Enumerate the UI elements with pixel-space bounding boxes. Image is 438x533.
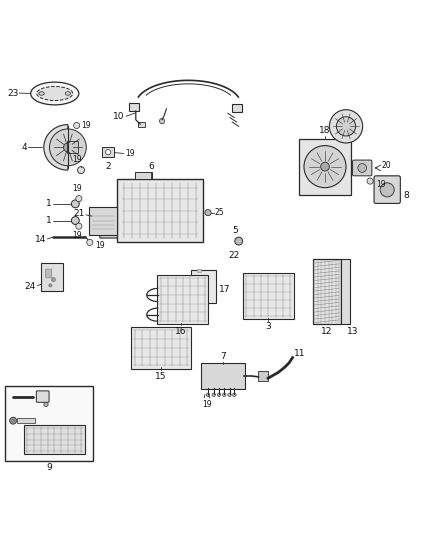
FancyBboxPatch shape	[299, 139, 351, 195]
Text: 19: 19	[72, 231, 81, 240]
Text: 25: 25	[215, 208, 224, 217]
Circle shape	[358, 164, 367, 172]
Text: 4: 4	[21, 143, 27, 152]
FancyBboxPatch shape	[232, 104, 242, 112]
Circle shape	[367, 178, 373, 184]
FancyBboxPatch shape	[89, 207, 117, 235]
Text: 19: 19	[125, 149, 134, 158]
FancyBboxPatch shape	[46, 269, 52, 278]
Text: 3: 3	[265, 322, 271, 331]
Circle shape	[49, 129, 86, 166]
Circle shape	[212, 393, 215, 397]
Text: 24: 24	[25, 282, 36, 290]
Circle shape	[49, 284, 52, 287]
Ellipse shape	[65, 92, 71, 95]
Text: 13: 13	[347, 327, 359, 335]
Text: 19: 19	[81, 121, 91, 130]
Ellipse shape	[37, 86, 73, 101]
Circle shape	[205, 209, 211, 216]
Circle shape	[71, 216, 79, 224]
Circle shape	[78, 167, 85, 174]
FancyBboxPatch shape	[313, 260, 341, 324]
FancyBboxPatch shape	[36, 391, 49, 402]
Text: 12: 12	[321, 327, 332, 335]
FancyBboxPatch shape	[117, 179, 203, 243]
Circle shape	[71, 200, 79, 208]
FancyBboxPatch shape	[102, 147, 114, 157]
FancyBboxPatch shape	[67, 141, 78, 154]
FancyBboxPatch shape	[191, 270, 216, 303]
Text: 20: 20	[381, 161, 391, 170]
Text: 19: 19	[72, 155, 81, 164]
Circle shape	[329, 110, 363, 143]
Circle shape	[206, 393, 210, 397]
FancyBboxPatch shape	[17, 418, 35, 423]
Circle shape	[233, 393, 236, 397]
Circle shape	[51, 278, 56, 282]
FancyBboxPatch shape	[5, 386, 93, 461]
Text: 7: 7	[220, 352, 226, 361]
Circle shape	[87, 239, 93, 246]
Ellipse shape	[39, 92, 44, 95]
Text: 8: 8	[404, 191, 410, 200]
Text: 11: 11	[294, 349, 306, 358]
Circle shape	[199, 285, 205, 290]
Circle shape	[380, 183, 394, 197]
Circle shape	[336, 117, 356, 136]
Circle shape	[10, 417, 17, 424]
Text: 22: 22	[229, 251, 240, 260]
Text: 6: 6	[148, 162, 154, 171]
Circle shape	[304, 146, 346, 188]
Text: 17: 17	[219, 285, 230, 294]
Ellipse shape	[31, 82, 79, 105]
Text: 21: 21	[73, 209, 85, 219]
Circle shape	[64, 143, 72, 152]
FancyBboxPatch shape	[129, 103, 139, 111]
Text: 18: 18	[319, 126, 331, 135]
Text: 19: 19	[72, 184, 81, 193]
Circle shape	[74, 123, 80, 128]
Circle shape	[76, 223, 82, 229]
FancyBboxPatch shape	[131, 327, 191, 368]
Text: 10: 10	[113, 112, 125, 121]
Circle shape	[76, 196, 82, 201]
Text: 9: 9	[46, 463, 52, 472]
FancyBboxPatch shape	[374, 176, 400, 204]
Polygon shape	[100, 209, 117, 238]
Text: 15: 15	[155, 372, 167, 381]
FancyBboxPatch shape	[197, 269, 201, 272]
Text: 2: 2	[106, 162, 111, 171]
FancyBboxPatch shape	[353, 160, 372, 176]
Text: 14: 14	[35, 235, 46, 244]
Circle shape	[223, 393, 226, 397]
Text: 5: 5	[233, 226, 239, 235]
Text: 19: 19	[376, 180, 385, 189]
FancyBboxPatch shape	[135, 172, 152, 179]
FancyBboxPatch shape	[157, 275, 208, 324]
Text: 19: 19	[95, 241, 105, 250]
FancyBboxPatch shape	[195, 277, 201, 287]
Circle shape	[159, 118, 165, 124]
FancyBboxPatch shape	[24, 425, 85, 455]
FancyBboxPatch shape	[201, 364, 245, 389]
Text: 1: 1	[46, 199, 52, 208]
Circle shape	[200, 293, 204, 297]
Text: 16: 16	[175, 327, 187, 335]
Circle shape	[106, 150, 111, 155]
Text: 23: 23	[7, 88, 18, 98]
Circle shape	[228, 393, 231, 397]
FancyBboxPatch shape	[341, 260, 350, 324]
Circle shape	[235, 237, 243, 245]
FancyBboxPatch shape	[243, 273, 294, 319]
Circle shape	[217, 393, 221, 397]
Polygon shape	[44, 125, 68, 170]
Circle shape	[321, 162, 329, 171]
Text: 1: 1	[46, 216, 52, 225]
FancyBboxPatch shape	[258, 371, 268, 381]
Circle shape	[44, 402, 48, 407]
Text: 19: 19	[202, 400, 212, 409]
FancyBboxPatch shape	[41, 263, 63, 292]
FancyBboxPatch shape	[138, 122, 145, 127]
